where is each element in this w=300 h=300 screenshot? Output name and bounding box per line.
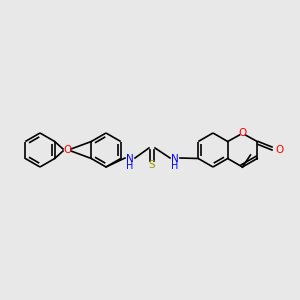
Text: N: N — [171, 154, 179, 164]
Text: S: S — [149, 160, 155, 170]
Text: H: H — [171, 161, 179, 171]
Text: O: O — [276, 145, 284, 155]
Text: O: O — [238, 128, 247, 138]
Text: N: N — [126, 154, 134, 164]
Text: O: O — [63, 145, 71, 155]
Text: H: H — [126, 161, 134, 171]
